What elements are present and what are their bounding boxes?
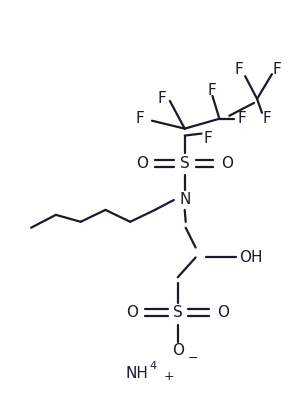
Text: −: − [188,352,198,365]
Text: OH: OH [239,250,263,265]
Text: O: O [172,343,184,358]
Text: 4: 4 [149,362,156,371]
Text: O: O [136,156,148,171]
Text: F: F [238,111,247,126]
Text: NH: NH [125,366,148,381]
Text: F: F [207,84,216,99]
Text: O: O [221,156,233,171]
Text: F: F [235,62,244,77]
Text: +: + [164,370,174,383]
Text: F: F [272,62,281,77]
Text: F: F [263,111,271,126]
Text: F: F [158,91,166,107]
Text: S: S [173,305,183,320]
Text: F: F [136,111,144,126]
Text: O: O [217,305,230,320]
Text: O: O [126,305,138,320]
Text: S: S [180,156,190,171]
Text: F: F [203,131,212,146]
Text: N: N [179,192,190,208]
